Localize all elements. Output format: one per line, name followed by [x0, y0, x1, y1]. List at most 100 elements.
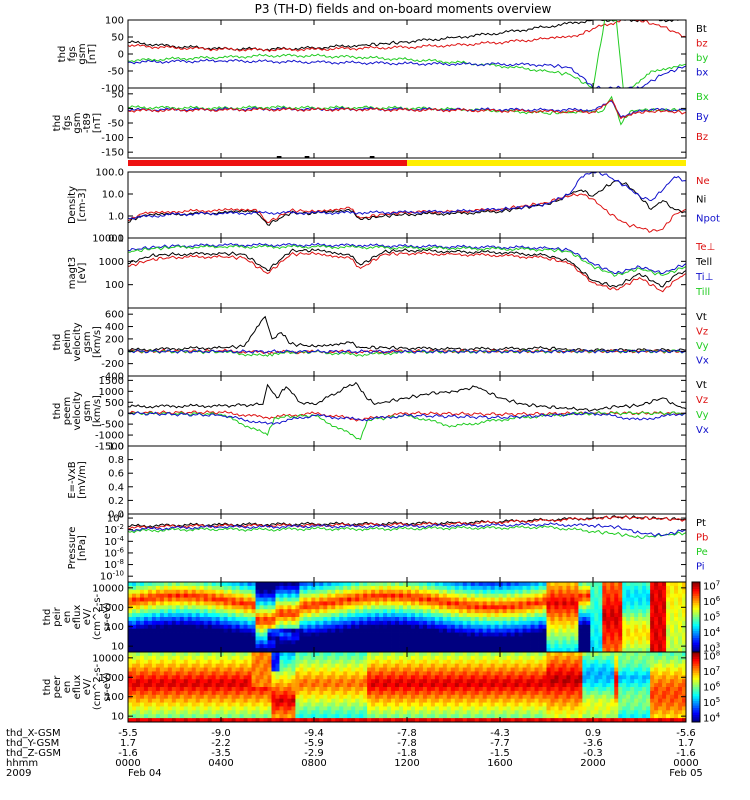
spectrogram-cell	[530, 710, 535, 715]
spectrogram-cell	[634, 636, 639, 641]
spectrogram-cell	[566, 667, 571, 672]
spectrogram-cell	[351, 675, 356, 680]
spectrogram-cell	[199, 710, 205, 715]
legend-entry: Tell	[695, 257, 712, 268]
spectrogram-cell	[522, 648, 527, 653]
spectrogram-cell	[227, 593, 233, 598]
spectrogram-cell	[403, 582, 408, 587]
spectrogram-cell	[678, 597, 683, 602]
spectrogram-cell	[259, 605, 264, 610]
spectrogram-cell	[223, 648, 229, 653]
spectrogram-cell	[375, 659, 380, 665]
colorbar-cell	[692, 635, 700, 639]
spectrogram-cell	[598, 601, 603, 606]
spectrogram-cell	[291, 683, 296, 688]
spectrogram-cell	[319, 617, 324, 622]
spectrogram-cell	[235, 679, 240, 684]
spectrogram-cell	[195, 675, 201, 680]
y-axis-label: fgs	[62, 115, 73, 130]
colorbar-cell	[692, 596, 700, 599]
spectrogram-cell	[542, 679, 547, 684]
spectrogram-cell	[403, 718, 408, 723]
spectrogram-cell	[163, 683, 169, 688]
spectrogram-cell	[407, 652, 412, 657]
spectrogram-cell	[243, 694, 248, 700]
spectrogram-cell	[510, 632, 516, 637]
spectrogram-cell	[287, 628, 292, 633]
spectrogram-cell	[171, 624, 177, 630]
spectrogram-cell	[295, 690, 300, 696]
colorbar-cell	[692, 640, 700, 644]
spectrogram-cell	[546, 636, 551, 641]
spectrogram-cell	[323, 597, 328, 602]
spectrogram-cell	[506, 663, 512, 668]
spectrogram-cell	[299, 609, 304, 614]
spectrogram-cell	[582, 597, 587, 602]
spectrogram-cell	[450, 659, 456, 665]
spectrogram-cell	[251, 589, 256, 595]
spectrogram-cell	[259, 710, 264, 715]
spectrogram-cell	[391, 698, 396, 703]
spectrogram-cell	[363, 694, 368, 700]
spectrogram-cell	[450, 624, 456, 630]
spectrogram-cell	[231, 628, 237, 633]
spectrogram-cell	[438, 690, 444, 696]
spectrogram-cell	[339, 702, 344, 707]
spectrogram-cell	[287, 714, 292, 719]
colorbar-cell	[692, 607, 700, 611]
spectrogram-cell	[474, 683, 480, 688]
spectrogram-cell	[371, 663, 376, 668]
spectrogram-cell	[275, 597, 280, 602]
spectrogram-cell	[530, 718, 535, 723]
spectrogram-cell	[251, 644, 256, 649]
spectrogram-cell	[291, 648, 296, 653]
spectrogram-cell	[646, 644, 651, 649]
spectrogram-cell	[331, 632, 336, 637]
spectrogram-cell	[159, 706, 165, 711]
spectrogram-cell	[450, 655, 456, 661]
spectrogram-cell	[271, 593, 276, 598]
spectrogram-cell	[610, 624, 615, 630]
spectrogram-cell	[347, 659, 352, 665]
spectrogram-cell	[534, 659, 539, 665]
spectrogram-cell	[327, 597, 332, 602]
spectrogram-cell	[163, 628, 169, 633]
spectrogram-cell	[391, 663, 396, 668]
spectrogram-cell	[434, 690, 440, 696]
spectrogram-cell	[670, 632, 675, 637]
spectrogram-cell	[219, 683, 225, 688]
spectrogram-cell	[434, 687, 440, 692]
spectrogram-cell	[446, 582, 452, 587]
spectrogram-cell	[263, 582, 268, 587]
spectrogram-cell	[630, 620, 635, 626]
spectrogram-cell	[363, 609, 368, 614]
spectrogram-cell	[626, 624, 631, 630]
spectrogram-cell	[367, 582, 372, 587]
spectrogram-cell	[219, 648, 225, 653]
spectrogram-cell	[462, 718, 468, 723]
spectrogram-cell	[275, 582, 280, 587]
spectrogram-cell	[359, 593, 364, 598]
spectrogram-cell	[339, 632, 344, 637]
spectrogram-cell	[275, 718, 280, 723]
spectrogram-cell	[614, 624, 619, 630]
spectrogram-cell	[494, 640, 500, 645]
spectrogram-cell	[434, 671, 440, 676]
spectrogram-cell	[622, 617, 627, 622]
y-axis-label: Pressure	[67, 527, 78, 570]
spectrogram-cell	[570, 718, 575, 723]
spectrogram-cell	[383, 628, 388, 633]
spectrogram-cell	[410, 675, 416, 680]
spectrogram-cell	[570, 702, 575, 707]
spectrogram-cell	[422, 597, 428, 602]
spectrogram-cell	[494, 644, 500, 649]
spectrogram-cell	[143, 582, 149, 587]
spectrogram-cell	[522, 628, 527, 633]
spectrogram-cell	[211, 644, 217, 649]
spectrogram-cell	[498, 609, 504, 614]
spectrogram-cell	[486, 698, 492, 703]
spectrogram-cell	[211, 667, 217, 672]
y-tick-label: 0	[118, 409, 124, 420]
spectrogram-cell	[379, 663, 384, 668]
spectrogram-cell	[618, 648, 623, 653]
